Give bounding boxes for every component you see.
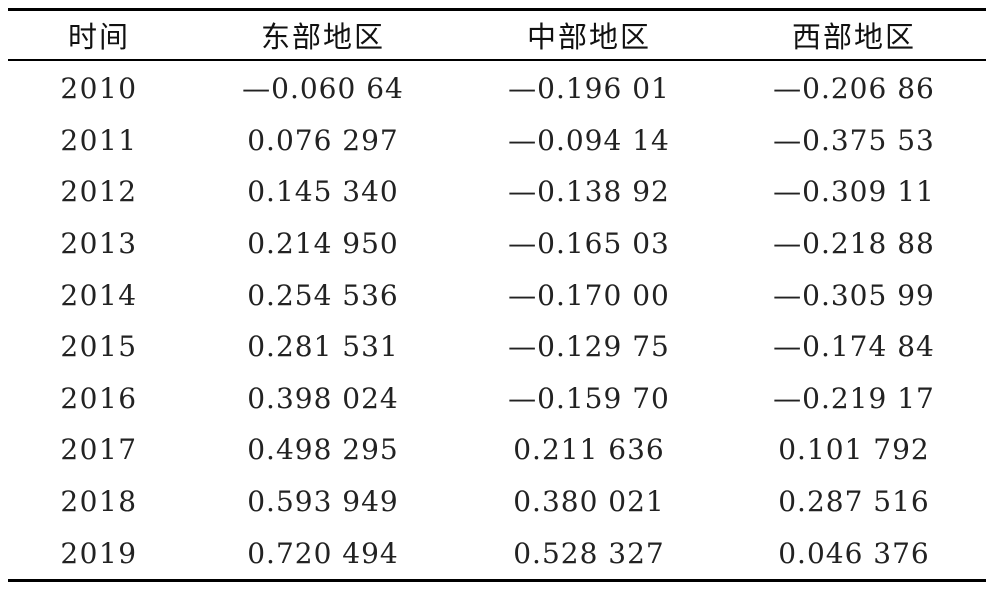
table-top-rule [8,8,986,11]
data-table-container: 时间 东部地区 中部地区 西部地区 2010 —0.060 64 —0.196 … [8,8,986,582]
year-cell: 2014 [60,278,138,312]
table-row: 2012 0.145 340 —0.138 92 —0.309 11 [8,166,986,218]
header-time: 时间 [67,20,130,54]
regional-data-table-body: 2010 —0.060 64 —0.196 01 —0.206 86 2011 … [8,61,986,579]
central-value-cell: 0.380 021 [513,485,665,519]
central-value-cell: 0.211 636 [513,433,665,467]
header-central-region: 中部地区 [526,20,651,54]
west-value-cell: —0.174 84 [773,330,935,364]
west-value-cell: —0.305 99 [773,278,935,312]
table-row: 2019 0.720 494 0.528 327 0.046 376 [8,527,986,579]
east-value-cell: 0.145 340 [247,175,399,209]
year-cell: 2015 [60,330,138,364]
west-value-cell: 0.287 516 [778,485,930,519]
east-value-cell: 0.281 531 [247,330,399,364]
east-value-cell: 0.254 536 [247,278,399,312]
west-value-cell: —0.218 88 [773,227,935,261]
year-cell: 2013 [60,227,138,261]
east-value-cell: 0.398 024 [247,381,399,415]
header-west-region: 西部地区 [791,20,916,54]
east-value-cell: 0.076 297 [247,123,399,157]
table-row: 2011 0.076 297 —0.094 14 —0.375 53 [8,115,986,167]
west-value-cell: —0.375 53 [773,123,935,157]
year-cell: 2016 [60,381,138,415]
regional-data-table: 时间 东部地区 中部地区 西部地区 [8,11,986,59]
table-row: 2018 0.593 949 0.380 021 0.287 516 [8,476,986,528]
table-row: 2016 0.398 024 —0.159 70 —0.219 17 [8,373,986,425]
west-value-cell: —0.309 11 [773,175,935,209]
table-row: 2010 —0.060 64 —0.196 01 —0.206 86 [8,61,986,115]
table-row: 2013 0.214 950 —0.165 03 —0.218 88 [8,218,986,270]
table-bottom-rule [8,578,986,582]
year-cell: 2012 [60,175,138,209]
year-cell: 2017 [60,433,138,467]
east-value-cell: 0.498 295 [247,433,399,467]
central-value-cell: —0.196 01 [508,72,670,106]
east-value-cell: —0.060 64 [242,72,404,106]
central-value-cell: 0.528 327 [513,536,665,570]
west-value-cell: 0.101 792 [778,433,930,467]
central-value-cell: —0.159 70 [508,381,670,415]
central-value-cell: —0.129 75 [508,330,670,364]
east-value-cell: 0.214 950 [247,227,399,261]
central-value-cell: —0.094 14 [508,123,670,157]
central-value-cell: —0.165 03 [508,227,670,261]
table-row: 2015 0.281 531 —0.129 75 —0.174 84 [8,321,986,373]
table-row: 2017 0.498 295 0.211 636 0.101 792 [8,424,986,476]
east-value-cell: 0.720 494 [247,536,399,570]
header-row: 时间 东部地区 中部地区 西部地区 [8,11,986,59]
central-value-cell: —0.138 92 [508,175,670,209]
table-row: 2014 0.254 536 —0.170 00 —0.305 99 [8,269,986,321]
year-cell: 2010 [60,72,138,106]
east-value-cell: 0.593 949 [247,485,399,519]
west-value-cell: —0.219 17 [773,381,935,415]
central-value-cell: —0.170 00 [508,278,670,312]
year-cell: 2018 [60,485,138,519]
year-cell: 2019 [60,536,138,570]
header-east-region: 东部地区 [260,20,385,54]
west-value-cell: 0.046 376 [778,536,930,570]
west-value-cell: —0.206 86 [773,72,935,106]
table-header-rule [8,59,986,61]
year-cell: 2011 [60,123,138,157]
